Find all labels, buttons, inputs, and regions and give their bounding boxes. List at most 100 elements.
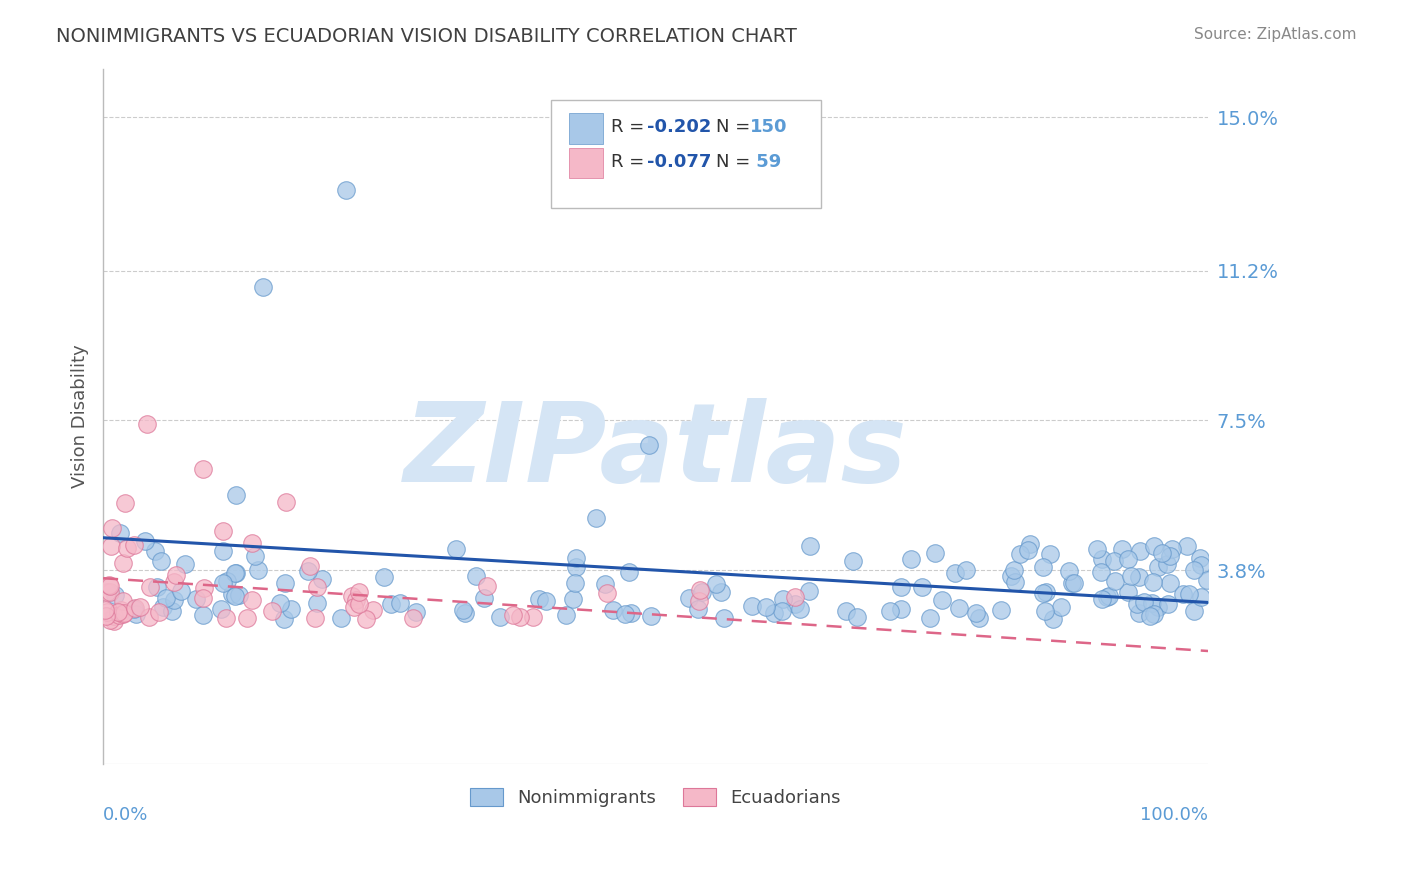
Text: 150: 150: [749, 118, 787, 136]
Point: [139, 580, 162, 594]
Point: [1178, 587, 1201, 601]
Point: [98, 585, 121, 599]
Point: [1175, 539, 1198, 553]
Point: [298, 559, 321, 574]
Point: [990, 603, 1012, 617]
Point: [1139, 608, 1161, 623]
Point: [509, 610, 531, 624]
Point: [596, 586, 619, 600]
Point: [690, 585, 713, 599]
Point: [472, 591, 495, 606]
Point: [1019, 537, 1042, 551]
Point: [1062, 576, 1084, 591]
Point: [955, 563, 977, 577]
Point: [799, 584, 821, 599]
Point: [191, 462, 214, 476]
Point: [356, 612, 378, 626]
Point: [562, 591, 585, 606]
Text: 59: 59: [749, 153, 780, 170]
Point: [344, 592, 367, 607]
Point: [110, 603, 132, 617]
Point: [1119, 568, 1142, 582]
Point: [98, 577, 121, 591]
Point: [1159, 549, 1181, 563]
Point: [124, 602, 146, 616]
Point: [211, 544, 233, 558]
Point: [94, 603, 117, 617]
Point: [1039, 547, 1062, 561]
Point: [340, 589, 363, 603]
Point: [247, 563, 270, 577]
Point: [1102, 553, 1125, 567]
Text: R =: R =: [612, 118, 651, 136]
Point: [114, 496, 136, 510]
Point: [799, 540, 821, 554]
Point: [1035, 585, 1057, 599]
Point: [280, 602, 302, 616]
Point: [252, 280, 274, 294]
Point: [1189, 590, 1212, 604]
Point: [678, 591, 700, 606]
Point: [155, 591, 177, 605]
Point: [405, 605, 427, 619]
Point: [111, 594, 134, 608]
Point: [96, 608, 118, 623]
Point: [785, 598, 807, 612]
Point: [103, 615, 125, 629]
Point: [98, 613, 121, 627]
Point: [713, 611, 735, 625]
Point: [1133, 595, 1156, 609]
Point: [373, 570, 395, 584]
Point: [162, 593, 184, 607]
Point: [943, 566, 966, 580]
Point: [948, 601, 970, 615]
Point: [835, 603, 858, 617]
Point: [361, 602, 384, 616]
Point: [688, 594, 710, 608]
Point: [527, 592, 550, 607]
Text: NONIMMIGRANTS VS ECUADORIAN VISION DISABILITY CORRELATION CHART: NONIMMIGRANTS VS ECUADORIAN VISION DISAB…: [56, 27, 797, 45]
Point: [1142, 574, 1164, 589]
Point: [900, 552, 922, 566]
Point: [215, 574, 238, 589]
Point: [602, 603, 624, 617]
Point: [534, 594, 557, 608]
Point: [489, 610, 512, 624]
FancyBboxPatch shape: [569, 113, 603, 144]
Point: [1147, 600, 1170, 615]
Point: [686, 602, 709, 616]
FancyBboxPatch shape: [551, 100, 821, 208]
Point: [165, 567, 187, 582]
Point: [112, 606, 135, 620]
Point: [1017, 543, 1039, 558]
Point: [911, 580, 934, 594]
Point: [1042, 612, 1064, 626]
Point: [163, 575, 186, 590]
Point: [221, 587, 243, 601]
Point: [444, 542, 467, 557]
Point: [1189, 558, 1212, 572]
Legend: Nonimmigrants, Ecuadorians: Nonimmigrants, Ecuadorians: [463, 780, 848, 814]
Point: [305, 596, 328, 610]
Point: [110, 526, 132, 541]
Point: [620, 606, 643, 620]
Point: [1033, 604, 1056, 618]
Point: [564, 576, 586, 591]
Point: [98, 579, 121, 593]
Point: [965, 607, 987, 621]
Point: [1159, 575, 1181, 590]
Text: R =: R =: [612, 153, 651, 170]
Point: [593, 576, 616, 591]
Point: [211, 576, 233, 591]
Point: [209, 602, 232, 616]
Point: [755, 599, 778, 614]
Point: [224, 566, 246, 580]
Point: [585, 510, 607, 524]
Point: [879, 604, 901, 618]
Point: [401, 611, 423, 625]
Point: [564, 550, 586, 565]
Point: [152, 599, 174, 614]
Point: [453, 607, 475, 621]
Point: [1063, 575, 1085, 590]
Point: [689, 582, 711, 597]
